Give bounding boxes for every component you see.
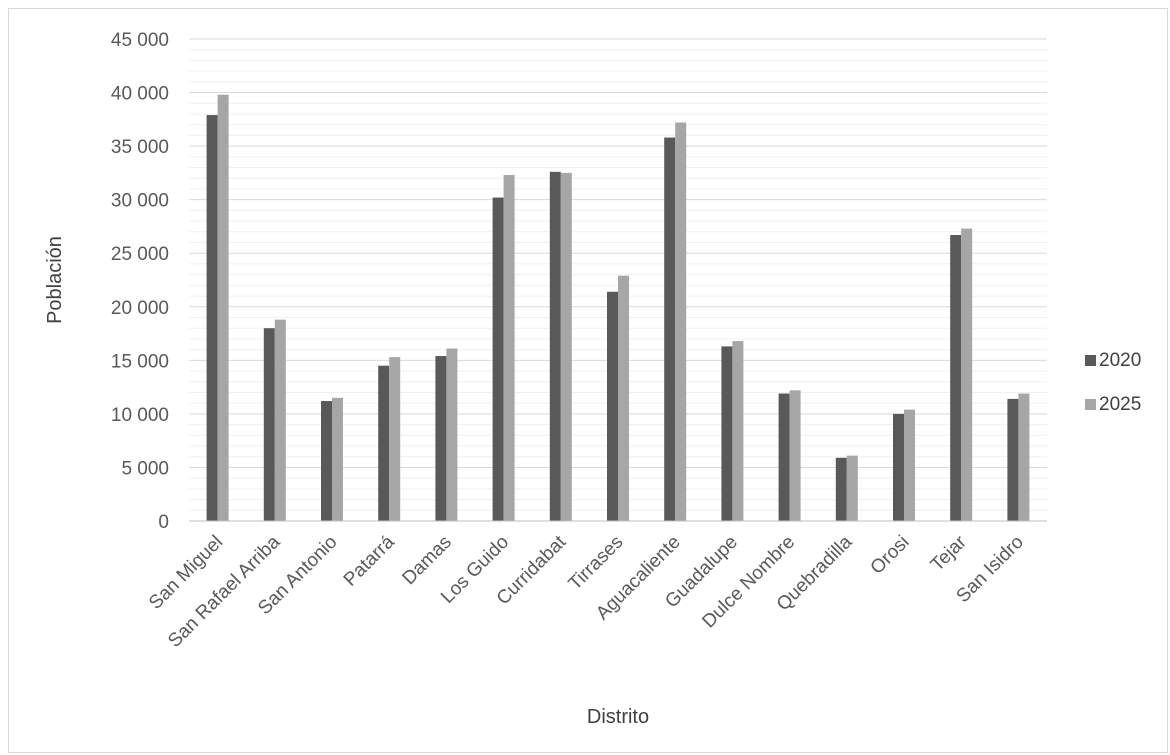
y-tick-label: 25 000 (111, 244, 169, 265)
bar-2025 (560, 172, 572, 521)
legend-label-2025: 2025 (1099, 394, 1141, 415)
y-axis-title: Población (44, 236, 66, 324)
bar-2020 (607, 291, 618, 521)
bar-2025 (846, 455, 858, 521)
bar-2020 (950, 235, 962, 521)
y-tick-label: 30 000 (111, 191, 169, 212)
bar-chart: 0 5 000 10 000 15 000 20 000 25 000 30 000 35 0… (44, 30, 1141, 728)
bar-2020 (721, 346, 733, 521)
bar-2025 (732, 341, 744, 521)
legend: 2020 2025 (1085, 350, 1141, 415)
x-tick-label: Damas (399, 532, 456, 589)
bar-2025 (332, 397, 343, 521)
bar-2020 (893, 413, 904, 521)
x-tick-label: Patarrá (340, 531, 399, 590)
x-tick-label: Tejar (927, 531, 971, 575)
bar-2025 (789, 390, 801, 521)
legend-swatch-2025 (1085, 399, 1096, 410)
bar-2020 (321, 401, 332, 521)
x-axis-title: Distrito (587, 706, 649, 728)
chart-frame: 0 5 000 10 000 15 000 20 000 25 000 30 000 35 0… (8, 8, 1168, 753)
bar-2025 (675, 122, 687, 522)
bar-2025 (503, 175, 515, 521)
y-tick-label: 0 (158, 512, 169, 533)
bar-2020 (1007, 398, 1019, 521)
bar-2025 (217, 94, 229, 521)
bar-2020 (549, 171, 561, 521)
x-tick-label: Orosi (867, 532, 914, 579)
y-axis-ticks: 0 5 000 10 000 15 000 20 000 25 000 30 000 35 0… (111, 30, 169, 533)
bar-2020 (664, 137, 676, 521)
bar-2020 (378, 365, 390, 521)
bar-2025 (446, 348, 458, 521)
y-tick-label: 40 000 (111, 84, 169, 105)
y-tick-label: 35 000 (111, 137, 169, 158)
y-tick-label: 20 000 (111, 298, 169, 319)
y-tick-label: 5 000 (121, 458, 169, 479)
bar-2025 (1018, 393, 1030, 521)
bars (206, 94, 1030, 522)
bar-2025 (389, 357, 401, 521)
bar-2020 (435, 356, 447, 521)
y-tick-label: 45 000 (111, 30, 169, 51)
bar-2020 (263, 328, 275, 521)
bar-2020 (206, 115, 218, 521)
bar-2020 (835, 457, 847, 521)
bar-2020 (778, 393, 790, 521)
legend-label-2020: 2020 (1099, 350, 1141, 371)
legend-swatch-2020 (1085, 355, 1096, 366)
bar-2025 (618, 275, 629, 521)
bar-2025 (904, 409, 915, 521)
y-tick-label: 15 000 (111, 351, 169, 372)
bar-2025 (961, 228, 973, 521)
bar-2025 (274, 319, 286, 521)
y-tick-label: 10 000 (111, 405, 169, 426)
bar-2020 (492, 197, 504, 521)
